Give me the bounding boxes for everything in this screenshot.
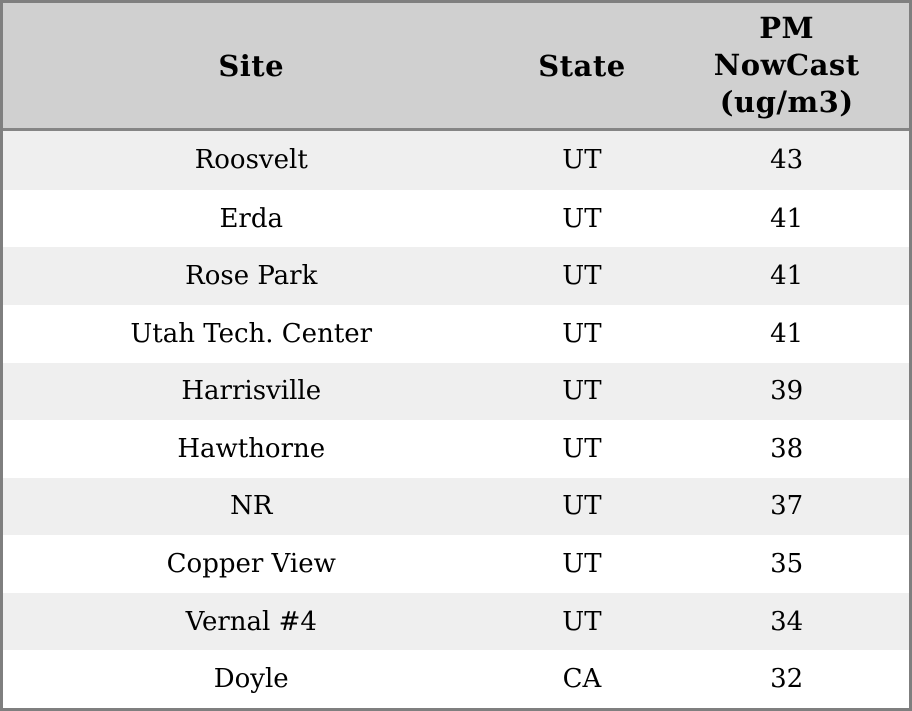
column-header-pm-nowcast: PM NowCast (ug/m3) — [664, 3, 909, 131]
column-header-state: State — [499, 3, 665, 131]
table-row: Erda UT 41 — [3, 189, 909, 248]
state-cell: UT — [562, 145, 602, 176]
table-row: Doyle CA 32 — [3, 650, 909, 708]
state-cell: UT — [562, 203, 602, 234]
state-cell: UT — [562, 491, 602, 522]
column-header-site-label: Site — [218, 48, 285, 83]
site-cell: Copper View — [166, 548, 336, 579]
site-cell: Harrisville — [181, 376, 322, 407]
table-row: Rose Park UT 41 — [3, 247, 909, 306]
state-cell: CA — [562, 664, 602, 695]
site-cell: Erda — [219, 203, 284, 234]
state-cell: UT — [562, 376, 602, 407]
site-cell: Rose Park — [185, 261, 318, 292]
pm-nowcast-cell: 43 — [770, 145, 804, 176]
column-header-site: Site — [3, 3, 500, 131]
table-body: Roosvelt UT 43 Erda UT 41 Rose Park UT 41 Utah Te… — [3, 129, 909, 708]
state-cell: UT — [562, 318, 602, 349]
site-cell: NR — [230, 491, 273, 522]
site-cell: Vernal #4 — [185, 606, 317, 637]
column-header-pm-nowcast-label: PM NowCast (ug/m3) — [713, 10, 860, 120]
column-header-state-label: State — [538, 48, 626, 83]
state-cell: UT — [562, 261, 602, 292]
pm-nowcast-cell: 41 — [770, 203, 804, 234]
state-cell: UT — [562, 606, 602, 637]
pm-nowcast-cell: 39 — [770, 376, 804, 407]
table-row: Hawthorne UT 38 — [3, 420, 909, 478]
site-cell: Doyle — [213, 664, 289, 695]
pm-nowcast-cell: 37 — [770, 491, 804, 522]
pm-nowcast-cell: 32 — [770, 664, 804, 695]
pm-nowcast-table: Site State PM NowCast (ug/m3) Roosvelt UT… — [3, 3, 909, 708]
table-row: Copper View UT 35 — [3, 535, 909, 593]
header-row: Site State PM NowCast (ug/m3) — [3, 3, 909, 131]
pm-nowcast-cell: 38 — [770, 433, 804, 464]
state-cell: UT — [562, 548, 602, 579]
table-row: Utah Tech. Center UT 41 — [3, 305, 909, 363]
pm-nowcast-cell: 41 — [770, 318, 804, 349]
site-cell: Hawthorne — [177, 433, 326, 464]
pm-nowcast-cell: 35 — [770, 548, 804, 579]
table-row: Harrisville UT 39 — [3, 362, 909, 421]
pm-nowcast-cell: 34 — [770, 606, 804, 637]
table-row: NR UT 37 — [3, 477, 909, 536]
pm-nowcast-cell: 41 — [770, 261, 804, 292]
state-cell: UT — [562, 433, 602, 464]
site-cell: Utah Tech. Center — [130, 318, 373, 349]
table-row: Roosvelt UT 43 — [3, 129, 909, 190]
site-cell: Roosvelt — [194, 145, 308, 176]
table-row: Vernal #4 UT 34 — [3, 592, 909, 651]
